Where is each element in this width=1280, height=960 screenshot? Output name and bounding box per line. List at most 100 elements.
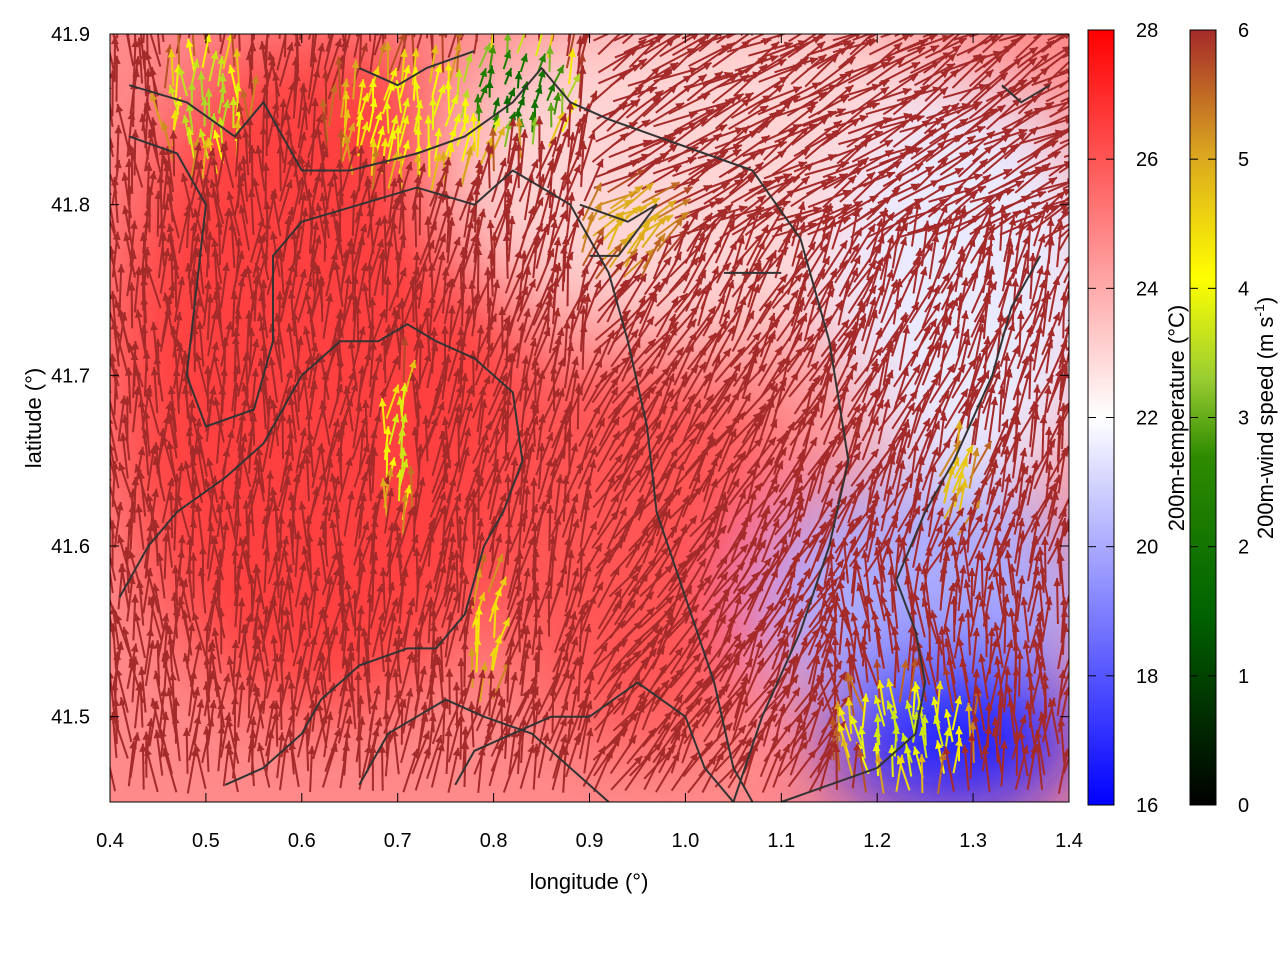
- wind-vector-head: [175, 338, 183, 348]
- wind-vector-head: [291, 311, 299, 321]
- wind-vector-head: [847, 175, 857, 184]
- wind-vector-head: [172, 367, 181, 377]
- wind-vector-head: [697, 233, 705, 243]
- wind-vector-head: [1078, 132, 1087, 140]
- wind-vector-head: [358, 326, 366, 336]
- wind-vector-head: [646, 366, 656, 375]
- wind-vector-head: [203, 365, 212, 374]
- wind-vector-head: [705, 315, 714, 325]
- wind-vector-head: [581, 281, 589, 291]
- wind-vector-shaft: [1033, 129, 1069, 145]
- wind-vector-head: [341, 78, 350, 88]
- wind-vector-head: [999, 72, 1008, 81]
- wind-vector-head: [309, 53, 318, 63]
- wind-vector-head: [909, 390, 918, 400]
- wind-vector-head: [957, 364, 966, 374]
- wind-vector-shaft: [1058, 165, 1069, 174]
- wind-vector-shaft: [716, 34, 731, 44]
- wind-vector-head: [712, 133, 722, 142]
- wind-vector-head: [997, 386, 1006, 395]
- wind-vector-head: [286, 42, 294, 52]
- wind-vector-head: [535, 300, 543, 309]
- wind-vector-head: [589, 90, 598, 100]
- wind-vector-head: [266, 13, 274, 22]
- wind-vector-head: [1052, 276, 1061, 286]
- wind-vector-head: [1058, 354, 1067, 363]
- wind-vector-shaft: [369, 34, 372, 42]
- wind-vector-head: [798, 222, 806, 231]
- wind-vector-head: [1043, 15, 1052, 23]
- wind-vector-head: [296, 177, 305, 186]
- wind-vector-shaft: [613, 34, 632, 42]
- wind-vector-head: [1018, 79, 1028, 88]
- wind-vector-head: [311, 98, 319, 107]
- wind-vector-head: [788, 224, 796, 234]
- wind-vector-head: [389, 178, 398, 187]
- wind-vector-head: [763, 301, 772, 310]
- wind-vector-head: [162, 292, 171, 302]
- wind-vector-head: [134, 266, 143, 276]
- wind-vector-head: [402, 65, 411, 74]
- wind-vector-head: [438, 233, 447, 243]
- wind-vector-head: [427, 262, 436, 271]
- wind-vector-head: [334, 322, 343, 331]
- wind-vector-head: [645, 249, 654, 258]
- wind-vector-head: [775, 223, 783, 233]
- wind-vector-head: [559, 210, 567, 220]
- wind-vector-head: [922, 220, 931, 230]
- wind-vector-head: [153, 9, 161, 17]
- wind-vector-head: [1060, 361, 1068, 371]
- wind-vector-shaft: [110, 134, 114, 148]
- wind-vector-head: [626, 388, 635, 397]
- wind-vector-head: [863, 377, 872, 387]
- wind-vector-head: [570, 0, 578, 4]
- wind-vector-head: [864, 134, 873, 143]
- wind-vector-head: [423, 308, 432, 317]
- wind-vector-head: [907, 146, 917, 155]
- wind-vector-head: [887, 23, 896, 30]
- wind-vector-head: [522, 382, 530, 391]
- wind-vector-head: [1030, 95, 1040, 104]
- wind-vector-head: [399, 202, 407, 211]
- wind-vector-head: [233, 119, 242, 129]
- wind-vector-head: [400, 383, 408, 392]
- wind-vector-head: [132, 0, 140, 4]
- wind-vector-head: [256, 312, 265, 322]
- wind-vector-head: [364, 176, 373, 185]
- wind-vector-head: [306, 305, 315, 314]
- wind-vector-head: [190, 325, 199, 334]
- wind-vector-head: [824, 315, 833, 325]
- wind-vector-head: [634, 185, 643, 194]
- wind-vector-head: [547, 83, 555, 92]
- wind-vector-head: [643, 390, 651, 399]
- wind-vector-head: [996, 25, 1005, 33]
- wind-vector-head: [827, 175, 837, 184]
- wind-vector-head: [470, 0, 477, 6]
- wind-vector-head: [185, 102, 194, 112]
- wind-vector-head: [636, 169, 646, 177]
- wind-vector-head: [453, 237, 461, 246]
- wind-vector-head: [979, 158, 988, 168]
- wind-vector-head: [260, 250, 269, 260]
- wind-vector-head: [153, 356, 162, 365]
- wind-vector-head: [1008, 217, 1017, 226]
- wind-vector-head: [142, 350, 151, 359]
- wind-vector-head: [195, 248, 204, 258]
- wind-vector-head: [334, 56, 343, 65]
- wind-vector-shaft: [444, 34, 448, 39]
- wind-vector-head: [225, 9, 233, 18]
- wind-vector-head: [259, 126, 268, 135]
- wind-vector-shaft: [1034, 79, 1069, 99]
- wind-vector-head: [968, 191, 978, 200]
- wind-vector-head: [313, 173, 322, 182]
- wind-vector-head: [1011, 210, 1021, 219]
- wind-vector-head: [680, 371, 688, 381]
- wind-vector-head: [133, 386, 141, 396]
- wind-vector-head: [522, 24, 529, 33]
- wind-vector-head: [333, 261, 341, 271]
- wind-vector-head: [905, 204, 913, 214]
- wind-vector-head: [687, 393, 695, 403]
- wind-vector-head: [1000, 134, 1010, 143]
- wind-vector-head: [166, 234, 175, 243]
- wind-vector-head: [932, 342, 941, 352]
